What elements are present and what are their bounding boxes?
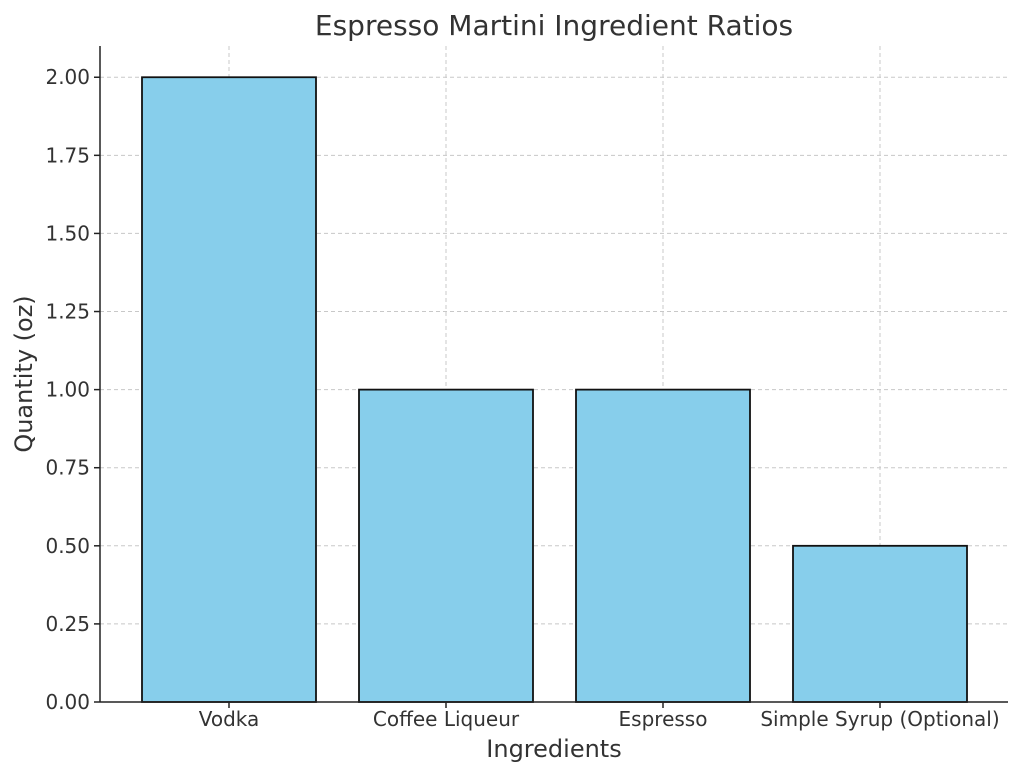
x-tick-label: Espresso bbox=[619, 707, 708, 731]
bar-espresso bbox=[575, 388, 751, 703]
y-ticks: 0.00 0.25 0.50 0.75 1.00 1.25 1.50 1.75 2.00 bbox=[45, 65, 100, 714]
y-tick-label: 0.50 bbox=[45, 534, 90, 558]
x-tick-label: Coffee Liqueur bbox=[373, 707, 520, 731]
y-tick-label: 1.50 bbox=[45, 221, 90, 245]
y-tick-label: 2.00 bbox=[45, 65, 90, 89]
bar-coffee-liqueur bbox=[358, 388, 534, 703]
y-tick-label: 1.25 bbox=[45, 300, 90, 324]
x-axis-label: Ingredients bbox=[486, 735, 621, 763]
bar-simple-syrup-optional bbox=[792, 544, 968, 703]
x-tick-label: Vodka bbox=[199, 707, 260, 731]
y-tick-label: 1.00 bbox=[45, 378, 90, 402]
bars bbox=[141, 76, 968, 703]
y-tick-label: 0.25 bbox=[45, 612, 90, 636]
y-axis-label: Quantity (oz) bbox=[10, 295, 38, 452]
y-tick-label: 0.00 bbox=[45, 690, 90, 714]
y-tick-label: 0.75 bbox=[45, 456, 90, 480]
x-ticks: Vodka Coffee Liqueur Espresso Simple Syrup … bbox=[199, 702, 1000, 731]
bar-vodka bbox=[141, 76, 317, 703]
x-tick-label: Simple Syrup (Optional) bbox=[760, 707, 999, 731]
y-tick-label: 1.75 bbox=[45, 143, 90, 167]
chart-title: Espresso Martini Ingredient Ratios bbox=[315, 9, 793, 42]
